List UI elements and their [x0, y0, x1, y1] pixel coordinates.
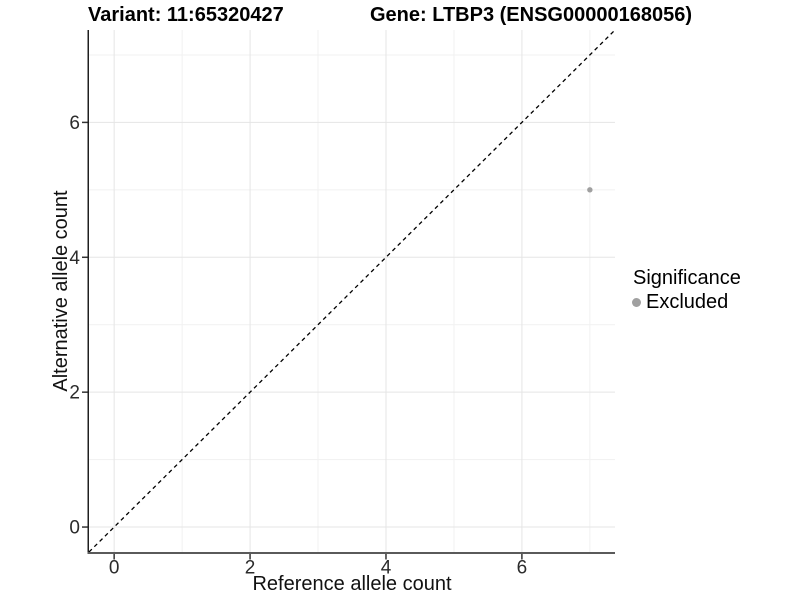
- legend-point-icon: [632, 297, 641, 307]
- x-tick-label: 4: [381, 558, 392, 579]
- x-tick-label: 0: [109, 558, 120, 579]
- y-axis-title: Alternative allele count: [50, 190, 72, 392]
- x-tick-label: 2: [245, 558, 256, 579]
- y-tick-label: 4: [69, 248, 80, 269]
- y-tick-label: 0: [69, 518, 80, 539]
- plot-title-variant: Variant: 11:65320427: [88, 4, 284, 26]
- x-axis-title: Reference allele count: [252, 573, 452, 595]
- identity-line: [88, 29, 616, 553]
- legend: Significance Excluded: [627, 266, 741, 314]
- x-tick-label: 6: [517, 558, 528, 579]
- legend-label: Excluded: [646, 291, 729, 313]
- y-tick-label: 6: [69, 113, 80, 134]
- plot-title-gene: Gene: LTBP3 (ENSG00000168056): [370, 4, 693, 26]
- legend-item-excluded: Excluded: [627, 290, 741, 314]
- y-tick-label: 2: [69, 383, 80, 404]
- legend-title: Significance: [633, 267, 741, 289]
- data-point: [587, 187, 593, 193]
